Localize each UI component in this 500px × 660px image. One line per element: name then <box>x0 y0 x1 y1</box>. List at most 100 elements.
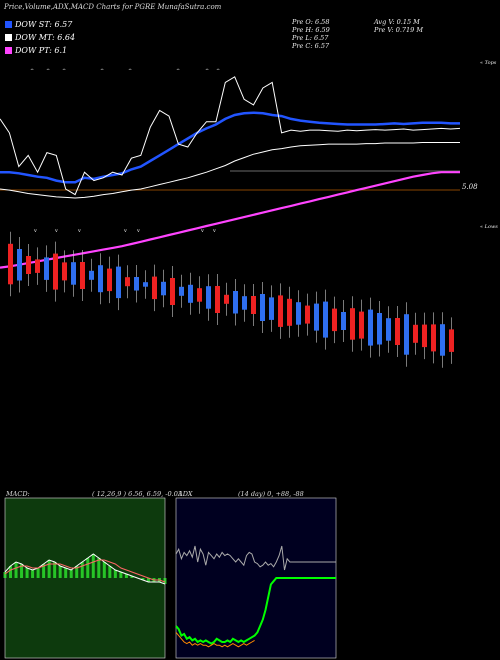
legend-swatch-pt <box>5 47 12 54</box>
volume-bar <box>116 266 121 299</box>
volume-bar <box>215 286 220 313</box>
volume-bar <box>188 284 193 303</box>
low-marker: v <box>54 228 58 234</box>
volume-bar <box>305 305 310 324</box>
volume-bar <box>251 296 256 314</box>
quote-pre-high: Pre H: 6.59 <box>292 26 330 34</box>
volume-bar <box>269 297 274 320</box>
macd-label: MACD: <box>6 490 30 498</box>
volume-bar <box>395 318 400 345</box>
chart-title: Price,Volume,ADX,MACD Charts for PGRE Mu… <box>4 3 222 11</box>
low-marker: v <box>136 228 140 234</box>
adx-line-adx <box>175 577 336 645</box>
price-volume-chart: ^ ^ ^ ^ ^ ^ ^ ^ v v v v v v v <box>0 67 461 368</box>
volume-bar <box>413 324 418 343</box>
volume-bar <box>62 262 67 281</box>
volume-bar <box>386 318 391 341</box>
adx-line-di <box>175 632 255 648</box>
level-label: 5.08 <box>462 183 478 191</box>
legend-dow-pt: DOW PT: 6.1 <box>5 46 67 55</box>
quote-pre-open: Pre O: 6.58 <box>292 18 330 26</box>
legend-swatch-st <box>5 21 12 28</box>
legend-label-pt: DOW PT: 6.1 <box>15 46 68 55</box>
top-marker: ^ <box>100 67 104 74</box>
adx-label: ADX <box>178 490 193 498</box>
macd-line-signal <box>4 559 166 583</box>
top-marker: ^ <box>176 67 180 74</box>
legend-label-mt: DOW MT: 6.64 <box>15 33 76 42</box>
volume-bar <box>26 256 31 274</box>
volume-bar <box>260 294 265 321</box>
volume-bar <box>296 302 301 325</box>
top-marker: ^ <box>30 67 34 74</box>
volume-bar <box>449 329 454 352</box>
volume-bar <box>233 291 238 314</box>
volume-bar <box>206 286 211 309</box>
low-marker: v <box>212 228 216 234</box>
top-marker: ^ <box>46 67 50 74</box>
volume-bar <box>314 303 319 331</box>
quote-pre-low: Pre L: 6.57 <box>292 34 329 42</box>
top-marker: ^ <box>216 67 220 74</box>
volume-bar <box>431 324 436 352</box>
volume-bar <box>98 265 103 293</box>
top-marker: ^ <box>128 67 132 74</box>
volume-bar <box>350 308 355 340</box>
low-marker: v <box>200 228 204 234</box>
series-line-dow-pt <box>0 171 460 269</box>
volume-bar <box>179 286 184 296</box>
volume-bar <box>404 314 409 355</box>
volume-bar <box>134 277 139 291</box>
quote-pre-close: Pre C: 6.57 <box>292 42 330 50</box>
top-marker: ^ <box>205 67 209 74</box>
lows-label: « Lows <box>480 224 498 230</box>
series-line-dow-mt <box>0 142 460 199</box>
legend-swatch-mt <box>5 34 12 41</box>
low-marker: v <box>77 228 81 234</box>
volume-bar <box>242 296 247 310</box>
volume-bar <box>440 324 445 356</box>
low-marker: v <box>123 228 127 234</box>
adx-line-di <box>175 545 336 571</box>
volume-bar <box>341 312 346 330</box>
top-marker: ^ <box>62 67 66 74</box>
volume-bar <box>143 282 148 287</box>
volume-bar <box>17 249 22 281</box>
legend-label-st: DOW ST: 6.57 <box>15 20 73 29</box>
series-line-dow-st <box>0 111 460 184</box>
volume-bar <box>368 309 373 346</box>
volume-bar <box>107 268 112 292</box>
volume-bar <box>8 243 13 285</box>
volume-bar <box>422 324 427 348</box>
volume-bar <box>278 295 283 327</box>
tops-label: « Tops <box>480 60 497 66</box>
adx-background <box>175 497 337 659</box>
macd-params: ( 12,26,9 ) 6.56, 6.59, -0.03 <box>92 490 182 498</box>
volume-bar <box>71 262 76 285</box>
volume-bar <box>80 262 85 289</box>
low-marker: v <box>33 228 37 234</box>
quote-pre-volume: Pre V: 0.719 M <box>374 26 424 34</box>
series-line-close <box>0 76 461 196</box>
volume-bar <box>152 276 157 300</box>
volume-bar <box>224 294 229 304</box>
volume-bar <box>359 311 364 339</box>
macd-line-macd <box>4 553 166 585</box>
macd-background <box>4 497 166 659</box>
volume-bar <box>125 277 130 287</box>
volume-bar <box>35 259 40 273</box>
quote-avg-volume: Avg V: 0.15 M <box>374 18 420 26</box>
legend-dow-st: DOW ST: 6.57 <box>5 20 72 29</box>
volume-bar <box>323 301 328 338</box>
volume-bar <box>44 257 49 280</box>
volume-bar <box>89 270 94 280</box>
volume-bar <box>377 313 382 345</box>
adx-params: (14 day) 0, +88, -88 <box>238 490 304 498</box>
volume-bar <box>161 281 166 296</box>
volume-bar <box>197 288 202 302</box>
volume-bar <box>170 278 175 305</box>
volume-bar <box>332 308 337 332</box>
volume-bar <box>287 298 292 326</box>
legend-dow-mt: DOW MT: 6.64 <box>5 33 75 42</box>
